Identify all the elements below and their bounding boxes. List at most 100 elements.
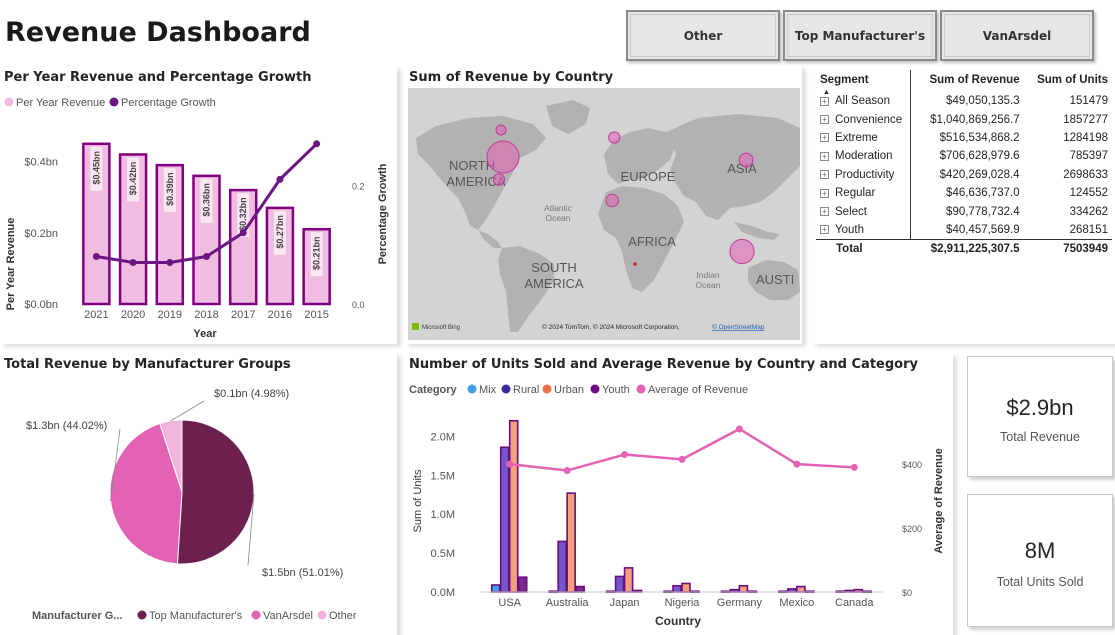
growth-point[interactable] [92,253,100,261]
units-legend-marker [501,384,511,394]
world-map[interactable]: NORTH AMERICA EUROPE ASIA Atlantic Ocean… [408,88,800,340]
revenue-bar[interactable] [155,163,185,306]
y-axis-label-avg-revenue: Average of Revenue [933,448,945,553]
x-tick-label: 2018 [194,309,218,321]
label-south-america: SOUTH [531,260,577,275]
table-row[interactable]: + Youth $40,457,569.9 268151 [816,220,1112,240]
growth-point[interactable] [313,140,321,148]
tab-top-manufacturers[interactable]: Top Manufacturer's [783,10,937,61]
avg-revenue-point[interactable] [506,460,514,468]
table-row[interactable]: + Regular $46,636,737.0 124552 [816,183,1112,203]
pie-legend-top-label: Top Manufacturer's [149,610,243,622]
pie-data-label: $1.5bn (51.01%) [262,567,343,579]
avg-revenue-point[interactable] [850,463,858,471]
map-panel: Sum of Revenue by Country NORTH AMERICA … [405,66,802,344]
y2-tick-label: $0 [902,588,912,598]
bing-logo-icon [412,323,419,330]
avg-revenue-point[interactable] [621,451,629,459]
units-legend-label: Average of Revenue [648,384,748,396]
units-cell: 1857277 [1063,113,1108,126]
table-row[interactable]: + Select $90,778,732.4 334262 [816,202,1112,221]
table-row[interactable]: + Moderation $706,628,979.6 785397 [816,147,1112,166]
header-sum-revenue[interactable]: Sum of Revenue [910,70,1024,92]
units-bar[interactable] [490,584,501,593]
africa-land [598,186,684,292]
y-tick-label: $0.2bn [24,228,58,240]
osm-attribution-link[interactable]: © OpenStreetMap [712,323,765,331]
revenue-bar[interactable] [192,174,221,306]
table-row[interactable]: + All Season $49,050,135.3 151479 [816,92,1112,111]
label-indian-2: Ocean [695,280,720,290]
units-bar[interactable] [623,567,634,593]
avg-revenue-point[interactable] [563,467,571,475]
expand-icon[interactable]: + [820,115,829,125]
country-bubble[interactable] [738,152,754,168]
growth-point[interactable] [166,258,174,266]
table-row[interactable]: + Productivity $420,269,028.4 2698633 [816,165,1112,184]
growth-point[interactable] [129,258,137,266]
segment-name: Convenience [835,113,903,126]
units-bar[interactable] [681,582,691,593]
units-legend-label: Mix [479,384,497,396]
revenue-cell: $1,040,869,256.7 [910,110,1024,129]
growth-point[interactable] [203,253,210,261]
bar-label-bg [273,210,286,255]
expand-icon[interactable]: + [820,170,829,180]
bar-data-label: $0.36bn [202,183,212,217]
units-bar[interactable] [672,584,682,593]
segment-cell: + Select [816,202,911,220]
country-bubble[interactable] [605,193,619,208]
tab-vanarsdel[interactable]: VanArsdel [940,10,1094,61]
country-bubble[interactable] [492,173,506,186]
units-bar[interactable] [499,446,510,593]
bar-data-label: $0.21bn [312,236,322,270]
australia-land [748,260,800,300]
y-tick-label: 2.0M [431,431,455,443]
kpi-total-revenue-label: Total Revenue [1000,430,1080,444]
x-tick-label: 2016 [268,309,292,321]
expand-icon[interactable]: + [820,133,829,143]
units-bar[interactable] [566,492,576,593]
avg-revenue-point[interactable] [678,455,686,463]
revenue-cell: $706,628,979.6 [910,147,1024,166]
units-bar[interactable] [517,576,528,593]
units-bar[interactable] [738,584,749,593]
growth-point[interactable] [239,229,247,237]
total-label: Total [836,242,863,255]
expand-icon[interactable]: + [820,151,829,161]
segment-name: Extreme [835,131,878,144]
revenue-bar[interactable] [228,188,258,306]
y-tick-label: 1.0M [431,509,455,521]
units-bar[interactable] [614,575,625,593]
pie-legend-vanarsdel-label: VanArsdel [263,610,313,622]
country-bubble[interactable] [486,140,520,174]
expand-icon[interactable]: + [820,225,829,235]
map-attribution: © 2024 TomTom, © 2024 Microsoft Corporat… [542,323,680,331]
tab-top-manufacturers-label: Top Manufacturer's [794,28,926,43]
avg-revenue-point[interactable] [793,460,801,468]
country-bubble[interactable] [495,124,507,136]
growth-point[interactable] [276,175,284,183]
units-chart-title: Number of Units Sold and Average Revenue… [409,357,918,372]
expand-icon[interactable]: + [820,207,829,216]
pie-slice[interactable] [176,419,255,565]
table-row[interactable]: + Extreme $516,534,868.2 1284198 [816,128,1112,148]
avg-revenue-point[interactable] [735,425,743,433]
pie-legend-vanarsdel-marker [251,610,261,620]
units-bar[interactable] [796,585,806,593]
expand-icon[interactable]: + [820,96,829,106]
tab-other[interactable]: Other [626,10,780,61]
table-row[interactable]: + Convenience $1,040,869,256.7 1857277 [816,110,1112,129]
units-panel: Number of Units Sold and Average Revenue… [405,353,953,635]
header-segment[interactable]: Segment ▲ [820,74,869,96]
header-sum-units[interactable]: Sum of Units [1037,74,1108,86]
units-legend-marker [467,384,477,394]
units-bar[interactable] [557,540,567,593]
units-cell: 785397 [1069,150,1108,163]
country-bubble[interactable] [729,238,755,265]
units-bar[interactable] [508,419,519,593]
expand-icon[interactable]: + [820,188,829,198]
units-cell: 334262 [1069,205,1108,218]
country-bubble[interactable] [608,131,621,144]
units-bar[interactable] [575,585,585,593]
